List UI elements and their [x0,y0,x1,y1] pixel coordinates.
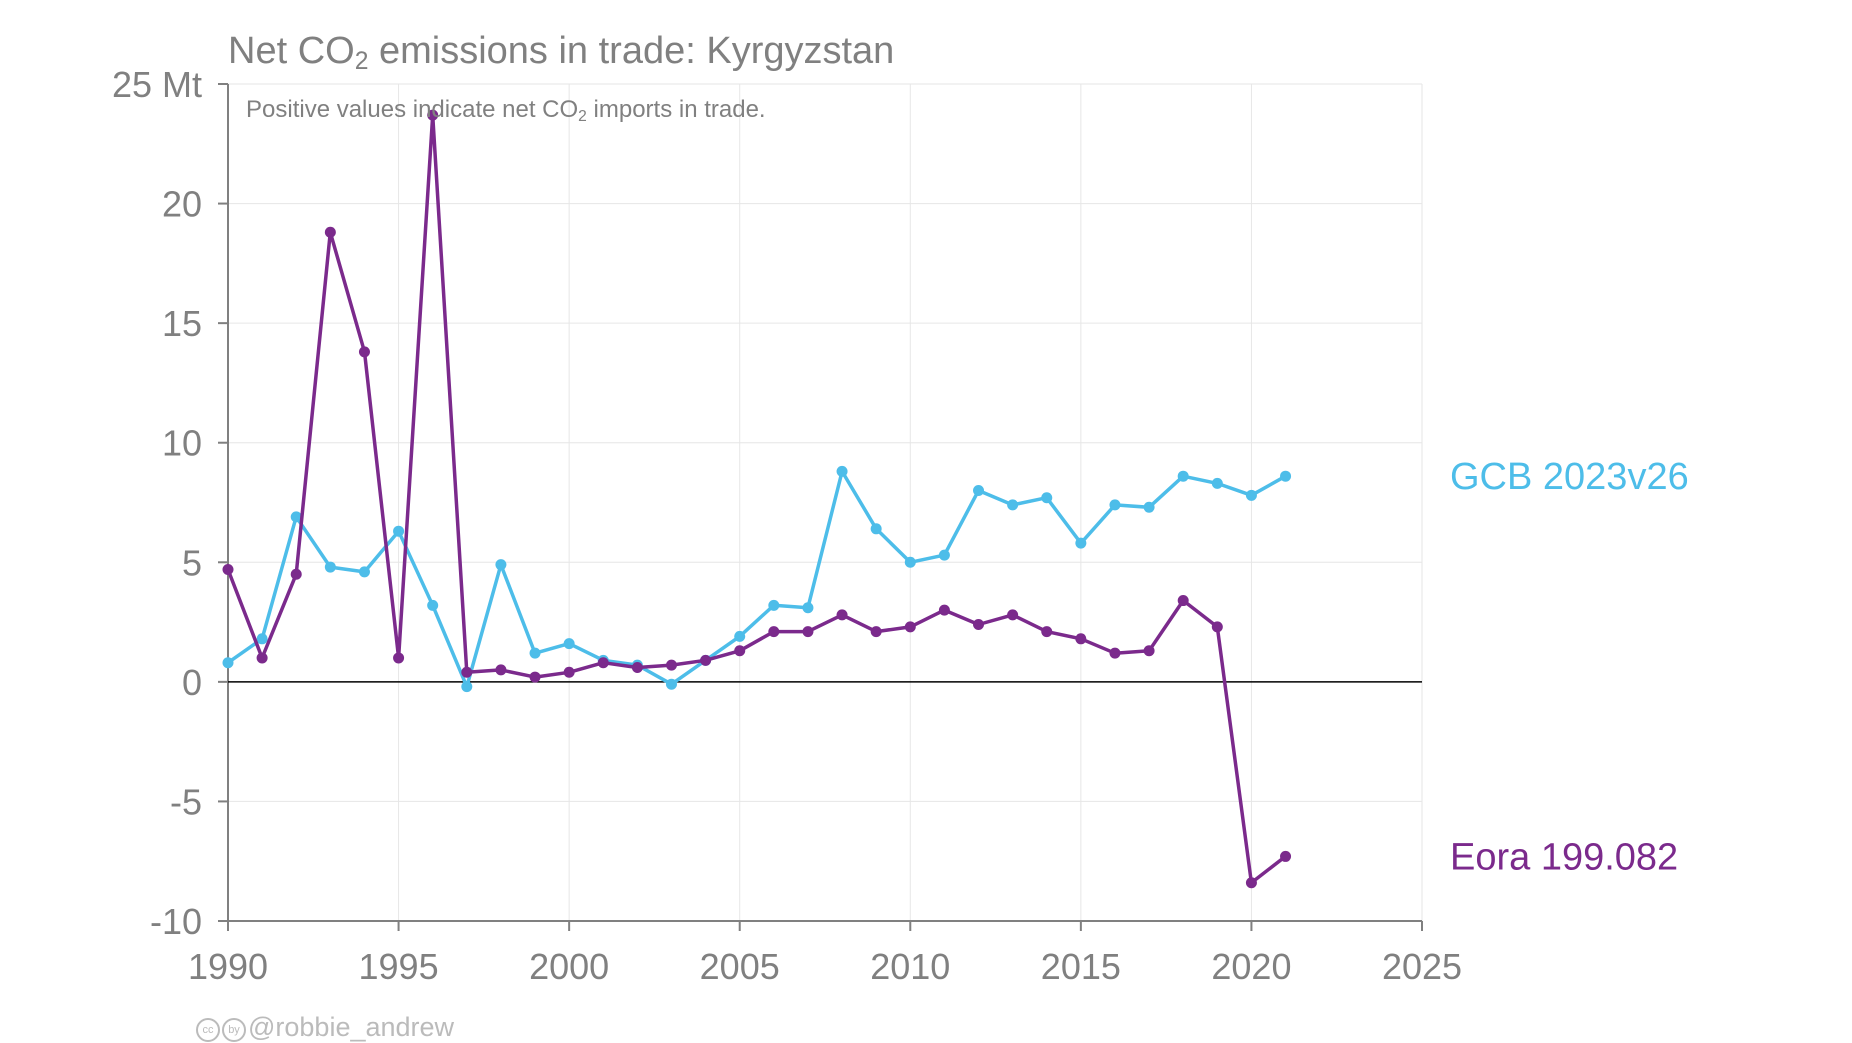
data-point [393,652,405,664]
data-point [836,465,848,477]
x-tick-label: 2010 [870,946,950,987]
data-point [1211,477,1223,489]
x-tick-label: 2025 [1382,946,1462,987]
data-point [1245,489,1257,501]
series-labels: GCB 2023v26 Eora 199.082 [1450,456,1689,878]
y-tick-label: 0 [182,662,202,703]
data-point [461,666,473,678]
data-point [1280,470,1292,482]
data-point [290,511,302,523]
data-point [393,525,405,537]
y-tick-label: 5 [182,542,202,583]
attribution-icon: by [222,1018,246,1042]
data-point [324,226,336,238]
data-point [1177,595,1189,607]
data-point [870,626,882,638]
cc-license-icon: cc [196,1018,220,1042]
data-point [1280,850,1292,862]
x-tick-label: 1990 [188,946,268,987]
data-point [256,652,268,664]
axes: 1990 1995 2000 2005 2010 2015 2020 2025-10-5051… [112,64,1462,987]
series-lines [222,109,1292,889]
data-point [324,561,336,573]
data-point [256,633,268,645]
data-point [222,563,234,575]
data-point [768,626,780,638]
data-point [222,657,234,669]
series-line [226,469,1287,689]
data-point [1075,633,1087,645]
series-label: GCB 2023v26 [1450,456,1689,498]
data-point [836,609,848,621]
data-point [700,654,712,666]
x-tick-label: 2015 [1041,946,1121,987]
data-point [1041,626,1053,638]
data-point [631,662,643,674]
y-tick-label: 10 [162,423,202,464]
data-point [1041,492,1053,504]
data-point [802,602,814,614]
data-point [461,681,473,693]
data-point [1211,621,1223,633]
x-tick-label: 1995 [359,946,439,987]
data-point [1007,609,1019,621]
data-point [1109,647,1121,659]
gridlines [228,83,1423,922]
credit-line: cc by @robbie_andrew [196,1012,454,1043]
series-line [226,113,1287,885]
y-tick-label: 20 [162,184,202,225]
data-point [427,109,439,121]
data-point [734,645,746,657]
y-tick-label: 25 Mt [112,64,202,105]
data-point [1007,499,1019,511]
data-point [938,549,950,561]
chart-subtitle: Positive values indicate net CO2 imports… [246,96,766,125]
credit-handle: @robbie_andrew [248,1012,455,1042]
y-tick-label: -5 [170,781,202,822]
data-point [938,604,950,616]
data-point [1075,537,1087,549]
chart-title: Net CO2 emissions in trade: Kyrgyzstan [228,30,895,76]
data-point [1245,877,1257,889]
data-point [665,678,677,690]
data-point [495,664,507,676]
x-tick-label: 2020 [1211,946,1291,987]
x-tick-label: 2000 [529,946,609,987]
series-label: Eora 199.082 [1450,836,1678,878]
data-point [973,485,985,497]
data-point [802,626,814,638]
data-point [427,599,439,611]
data-point [768,599,780,611]
data-point [529,671,541,683]
data-point [529,647,541,659]
y-tick-label: 15 [162,303,202,344]
data-point [290,568,302,580]
data-point [597,657,609,669]
data-point [904,621,916,633]
x-tick-label: 2005 [700,946,780,987]
data-point [1143,645,1155,657]
data-point [973,618,985,630]
data-point [495,559,507,571]
data-point [665,659,677,671]
data-point [904,556,916,568]
data-point [563,638,575,650]
data-point [358,566,370,578]
data-point [734,630,746,642]
data-point [1109,499,1121,511]
data-point [1177,470,1189,482]
data-point [870,523,882,535]
y-tick-label: -10 [150,901,202,942]
data-point [563,666,575,678]
data-point [1143,501,1155,513]
data-point [358,346,370,358]
